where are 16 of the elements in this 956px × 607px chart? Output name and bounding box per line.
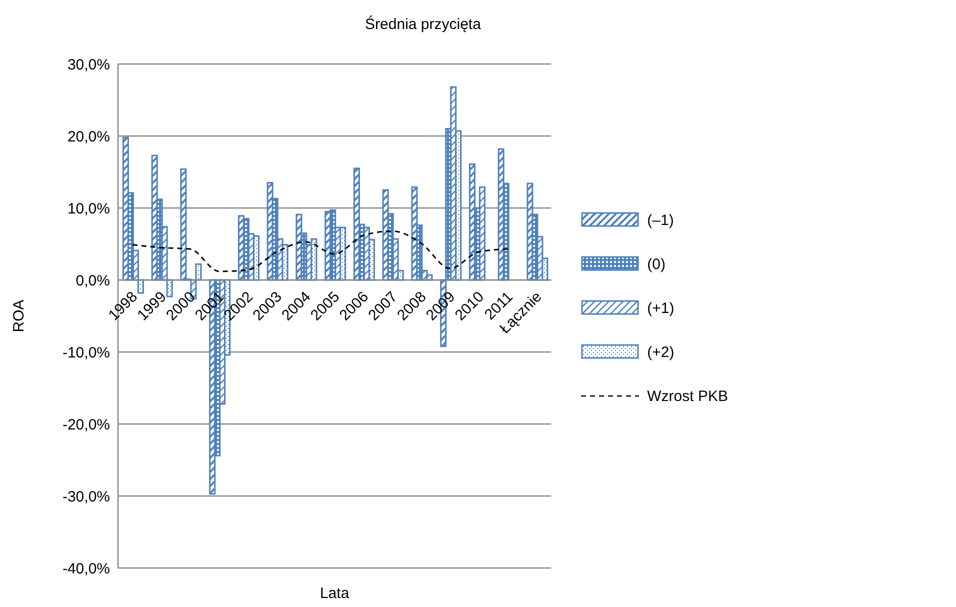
y-tick-label: 10,0% bbox=[67, 200, 110, 218]
x-axis-title: Lata bbox=[320, 585, 350, 602]
chart-title: Średnia przycięta bbox=[365, 16, 481, 33]
legend-label: (0) bbox=[647, 256, 666, 272]
y-axis-title: ROA bbox=[10, 300, 28, 332]
y-tick-label: -20,0% bbox=[62, 416, 110, 434]
y-tick-label: -30,0% bbox=[62, 488, 110, 506]
legend-label: Wzrost PKB bbox=[647, 388, 728, 404]
legend-label: (–1) bbox=[647, 212, 674, 228]
legend-label: (+1) bbox=[647, 300, 674, 316]
y-tick-label: -10,0% bbox=[62, 344, 110, 362]
y-tick-label: -40,0% bbox=[62, 560, 110, 578]
legend-label: (+2) bbox=[647, 344, 674, 360]
y-tick-label: 30,0% bbox=[67, 56, 110, 74]
y-tick-label: 0,0% bbox=[76, 272, 110, 290]
y-tick-label: 20,0% bbox=[67, 128, 110, 146]
